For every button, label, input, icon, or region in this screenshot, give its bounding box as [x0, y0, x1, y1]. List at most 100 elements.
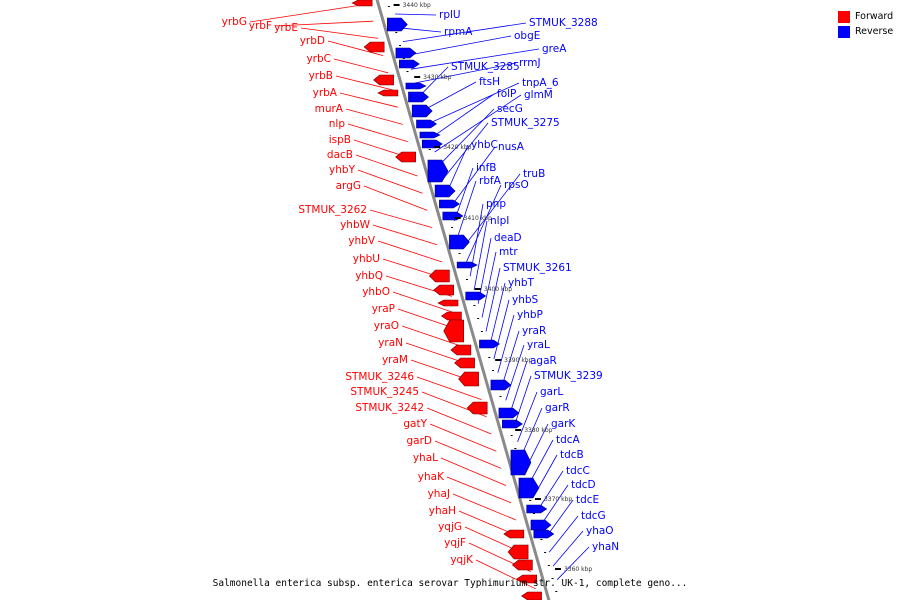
forward-gene-label: yraM: [382, 354, 408, 366]
forward-leader-line: [335, 75, 393, 91]
forward-leader-line: [357, 169, 423, 194]
kbp-tick: [474, 288, 481, 290]
minor-tick: [473, 305, 476, 306]
kbp-tick-label: 3400 kbp: [484, 286, 512, 293]
reverse-gene-label: tdcA: [556, 434, 581, 446]
reverse-gene-label: yhaO: [586, 525, 614, 537]
forward-gene-label: STMUK_3262: [298, 204, 367, 216]
forward-gene-block: [503, 529, 525, 539]
reverse-gene-label: rpsO: [504, 179, 529, 191]
minor-tick: [529, 500, 532, 501]
reverse-gene-block: [456, 261, 478, 269]
forward-gene-label: yhaJ: [428, 488, 450, 500]
minor-tick: [499, 396, 502, 397]
forward-gene-block: [443, 319, 465, 343]
genome-axis-line: [375, 0, 551, 600]
reverse-leader-line: [399, 27, 442, 33]
forward-gene-block: [395, 151, 416, 163]
minor-tick: [451, 227, 454, 228]
reverse-gene-label: deaD: [494, 232, 522, 244]
legend-label-reverse: Reverse: [855, 26, 894, 37]
forward-gene-block: [377, 89, 399, 97]
reverse-leader-line: [410, 48, 540, 70]
reverse-gene-label: STMUK_3285: [451, 61, 520, 73]
reverse-leader-line: [509, 360, 528, 415]
reverse-gene-label: nusA: [498, 141, 525, 153]
reverse-gene-block: [479, 339, 500, 349]
reverse-gene-label: rpmA: [444, 26, 473, 38]
forward-gene-label: ispB: [329, 134, 351, 146]
forward-gene-label: yhbO: [362, 286, 390, 298]
kbp-tick: [414, 76, 421, 78]
reverse-gene-block: [502, 419, 523, 429]
reverse-leader-line: [517, 391, 538, 442]
kbp-tick-label: 3370 kbp: [544, 496, 572, 503]
reverse-gene-label: tdcD: [571, 479, 596, 491]
reverse-gene-block: [465, 291, 487, 301]
forward-gene-label: dacB: [327, 149, 353, 161]
kbp-tick: [554, 568, 561, 570]
forward-gene-label: yqjK: [450, 554, 474, 566]
forward-gene-block: [440, 311, 462, 321]
reverse-gene-label: nlpI: [490, 215, 509, 227]
reverse-leader-line: [457, 180, 477, 235]
forward-leader-line: [369, 209, 433, 228]
reverse-gene-label: STMUK_3288: [529, 17, 598, 29]
reverse-leader-line: [501, 330, 520, 387]
minor-tick: [428, 149, 431, 150]
reverse-gene-label: STMUK_3261: [503, 262, 572, 274]
reverse-gene-block: [399, 59, 420, 69]
reverse-gene-label: tdcE: [576, 494, 599, 506]
reverse-gene-label: tdcB: [560, 449, 584, 461]
reverse-leader-line: [556, 546, 590, 581]
forward-gene-label: yrbD: [300, 35, 325, 47]
legend: Forward Reverse: [838, 9, 893, 39]
forward-gene-block: [363, 41, 385, 53]
forward-gene-label: yhbU: [353, 253, 380, 265]
reverse-leader-line: [548, 515, 579, 553]
reverse-leader-line: [513, 375, 532, 429]
minor-tick: [395, 32, 398, 33]
reverse-gene-block: [490, 379, 512, 391]
minor-tick: [465, 279, 468, 280]
minor-tick: [555, 591, 558, 592]
kbp-tick-label: 3430 kbp: [423, 74, 451, 81]
forward-gene-label: yqjF: [444, 537, 466, 549]
forward-gene-label: yrbF: [249, 20, 272, 32]
kbp-tick: [393, 4, 400, 6]
reverse-gene-block: [419, 131, 441, 139]
forward-gene-label: yraP: [372, 303, 395, 315]
reverse-gene-label: yraL: [527, 339, 550, 351]
minor-tick: [514, 448, 517, 449]
forward-gene-label: yrbE: [274, 22, 298, 34]
reverse-leader-line: [426, 82, 520, 125]
forward-leader-line: [274, 20, 374, 27]
reverse-gene-block: [427, 159, 449, 183]
reverse-leader-line: [529, 439, 554, 484]
forward-gene-label: yhbY: [329, 164, 356, 176]
reverse-gene-label: greA: [542, 43, 567, 55]
forward-gene-label: nlp: [329, 118, 346, 130]
kbp-tick-label: 3440 kbp: [403, 2, 431, 9]
reverse-gene-block: [526, 504, 548, 514]
reverse-gene-label: glmM: [524, 89, 553, 101]
reverse-leader-line: [493, 299, 510, 360]
forward-leader-line: [327, 40, 384, 56]
forward-gene-block: [433, 284, 455, 296]
reverse-leader-line: [395, 13, 437, 16]
reverse-gene-label: tnpA_6: [522, 77, 559, 89]
reverse-leader-line: [465, 184, 502, 263]
reverse-gene-label: yhaN: [592, 541, 619, 553]
forward-gene-block: [511, 559, 533, 571]
reverse-gene-label: yhbP: [517, 309, 543, 321]
reverse-gene-block: [498, 407, 520, 419]
forward-gene-block: [466, 401, 488, 415]
forward-gene-label: murA: [315, 103, 344, 115]
forward-leader-line: [440, 457, 507, 486]
reverse-leader-line: [446, 144, 469, 194]
reverse-gene-block: [386, 17, 408, 32]
reverse-leader-line: [536, 470, 564, 512]
kbp-tick: [495, 359, 502, 361]
